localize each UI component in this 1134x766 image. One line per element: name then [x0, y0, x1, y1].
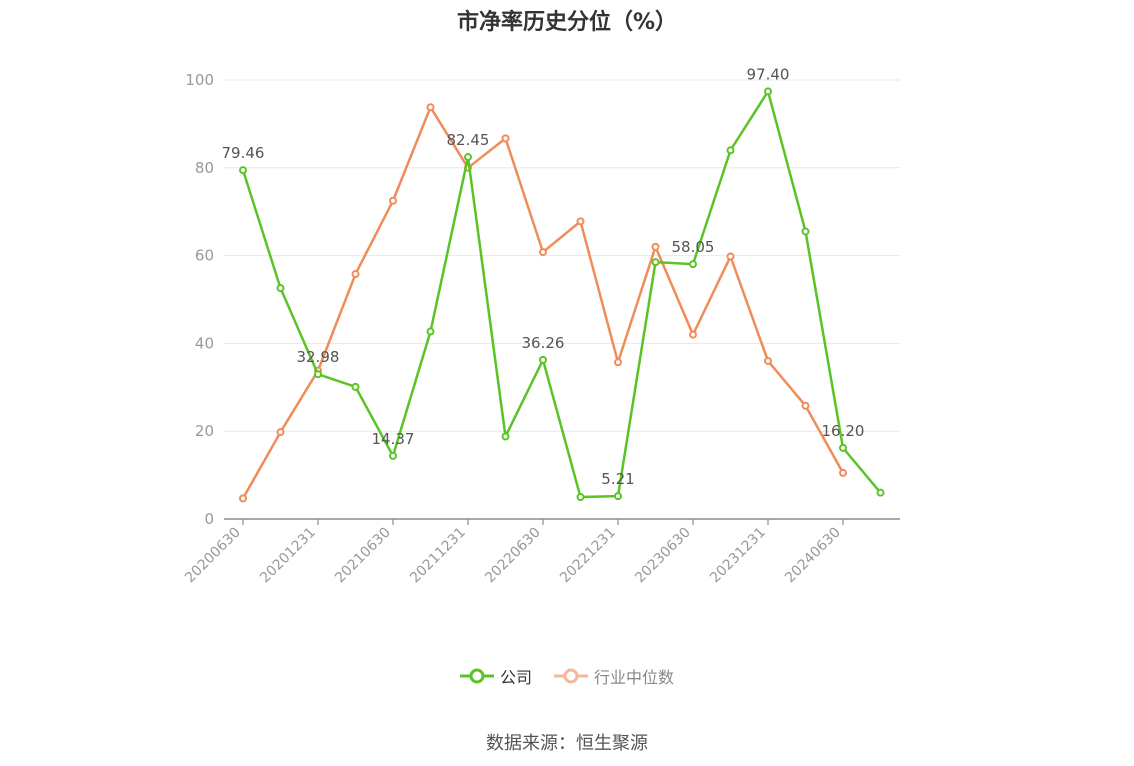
legend-label-company: 公司 [499, 668, 532, 687]
company-data-point[interactable] [276, 284, 285, 293]
legend-item-company[interactable]: 公司 [459, 664, 532, 688]
company-data-point[interactable] [464, 153, 472, 162]
company-data-point[interactable] [426, 327, 435, 336]
data-label: 97.40 [747, 65, 790, 83]
company-data-point[interactable] [651, 258, 660, 267]
company-data-point[interactable] [539, 355, 547, 364]
company-data-point[interactable] [726, 146, 735, 155]
data-label: 5.21 [601, 470, 634, 488]
company-data-point[interactable] [351, 382, 360, 391]
industry-data-point[interactable] [576, 217, 585, 226]
industry-data-point[interactable] [239, 494, 247, 503]
data-label: 16.20 [822, 422, 865, 440]
industry-data-point[interactable] [764, 356, 772, 365]
x-tick-label: 20211231 [407, 525, 469, 587]
industry-data-point[interactable] [726, 252, 735, 261]
company-data-point[interactable] [764, 87, 772, 96]
data-labels: 79.46 32.98 14.37 82.45 36.26 5.21 58.05 97.40 1… [222, 65, 865, 488]
company-series-line [241, 90, 882, 499]
industry-data-point[interactable] [426, 103, 435, 112]
axes: 0 20 40 60 80 100 20200630 20201231 20210630 2021… [182, 71, 900, 586]
legend-industry-marker-icon [554, 668, 588, 684]
x-tick-label: 20231231 [707, 525, 769, 587]
company-data-point[interactable] [801, 227, 810, 236]
legend-company-marker-icon [459, 668, 494, 684]
company-data-point[interactable] [614, 492, 622, 501]
series-lines [239, 87, 885, 503]
legend: 公司 行业中位数 [0, 664, 1134, 688]
y-tick-label: 20 [195, 422, 214, 440]
data-label: 58.05 [672, 238, 715, 256]
industry-data-point[interactable] [389, 196, 397, 205]
industry-data-point[interactable] [689, 330, 697, 339]
x-tick-label: 20220630 [482, 525, 544, 587]
company-data-point[interactable] [389, 451, 397, 460]
industry-data-point[interactable] [539, 248, 547, 257]
data-source: 数据来源：恒生聚源 [486, 733, 648, 754]
legend-label-industry: 行业中位数 [594, 668, 675, 687]
data-label: 14.37 [372, 430, 415, 448]
data-label: 36.26 [522, 334, 565, 352]
y-tick-label: 100 [185, 71, 214, 89]
legend-item-industry[interactable]: 行业中位数 [554, 664, 674, 688]
company-data-point[interactable] [689, 260, 697, 269]
industry-data-point[interactable] [276, 428, 285, 437]
industry-series-line [241, 105, 845, 499]
x-tick-label: 20210630 [332, 525, 394, 587]
x-tick-label: 20230630 [632, 525, 694, 587]
industry-data-point[interactable] [839, 468, 847, 477]
data-label: 79.46 [222, 144, 265, 162]
industry-data-point[interactable] [651, 242, 660, 251]
y-tick-label: 0 [204, 510, 214, 528]
industry-data-point[interactable] [351, 270, 360, 279]
company-data-point[interactable] [501, 432, 510, 441]
x-tick-label: 20240630 [782, 525, 844, 587]
company-data-point[interactable] [314, 370, 322, 379]
company-data-point[interactable] [839, 443, 847, 452]
x-tick-label: 20200630 [182, 525, 244, 587]
y-tick-label: 60 [195, 247, 214, 265]
data-label: 32.98 [297, 348, 340, 366]
grid-lines [224, 79, 900, 432]
industry-data-point[interactable] [801, 401, 810, 410]
y-tick-label: 40 [195, 334, 214, 352]
chart-title: 市净率历史分位（%） [456, 10, 678, 35]
industry-data-point[interactable] [501, 134, 510, 143]
y-tick-label: 80 [195, 159, 214, 177]
industry-data-point[interactable] [614, 358, 622, 367]
x-tick-label: 20201231 [257, 525, 319, 587]
company-data-point[interactable] [576, 493, 585, 502]
company-data-point[interactable] [876, 488, 885, 497]
data-label: 82.45 [447, 131, 490, 149]
line-chart: 0 20 40 60 80 100 20200630 20201231 20210630 2021… [182, 65, 900, 586]
company-data-point[interactable] [239, 166, 247, 175]
x-tick-label: 20221231 [557, 525, 619, 587]
